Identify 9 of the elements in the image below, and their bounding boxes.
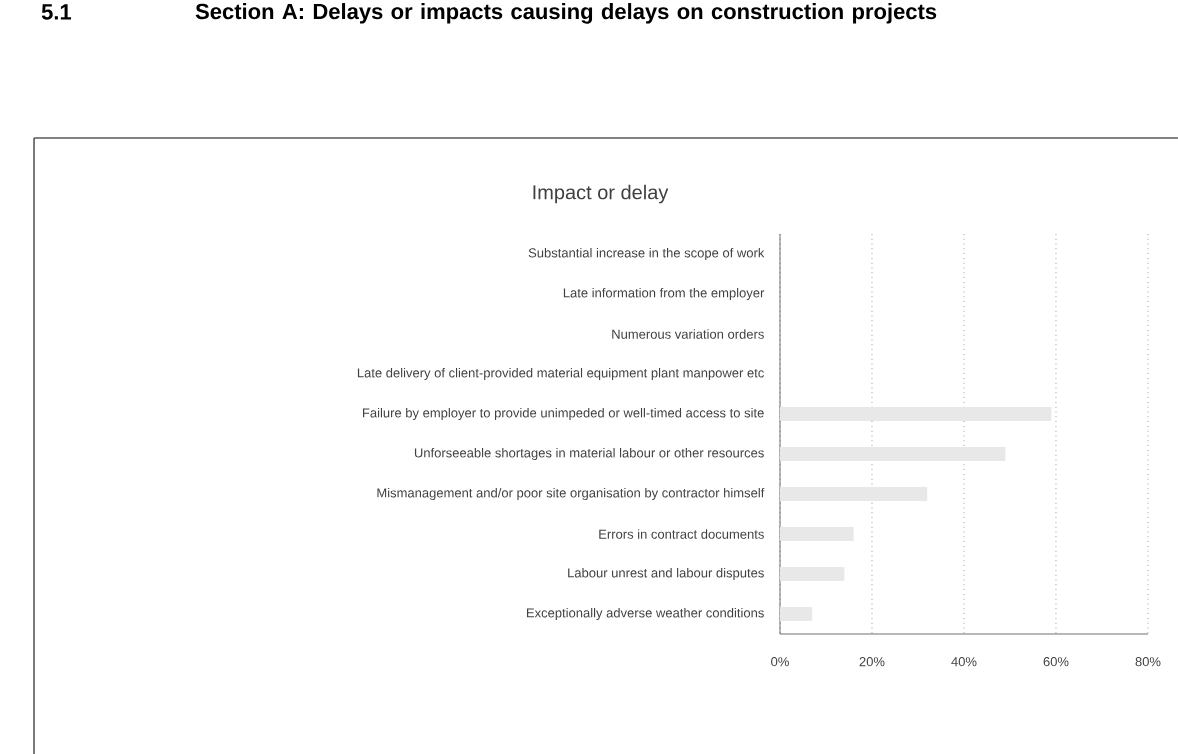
bar (780, 566, 845, 581)
bar (780, 606, 813, 621)
bar (780, 526, 854, 541)
text: 5.1 (41, 4, 72, 20)
text: Section A: Delays or impacts causing delays on construction projects (195, 3, 937, 24)
bar (780, 486, 928, 501)
bar (780, 407, 1052, 421)
bar (780, 446, 1006, 461)
text: Impact or delay (533, 184, 669, 204)
